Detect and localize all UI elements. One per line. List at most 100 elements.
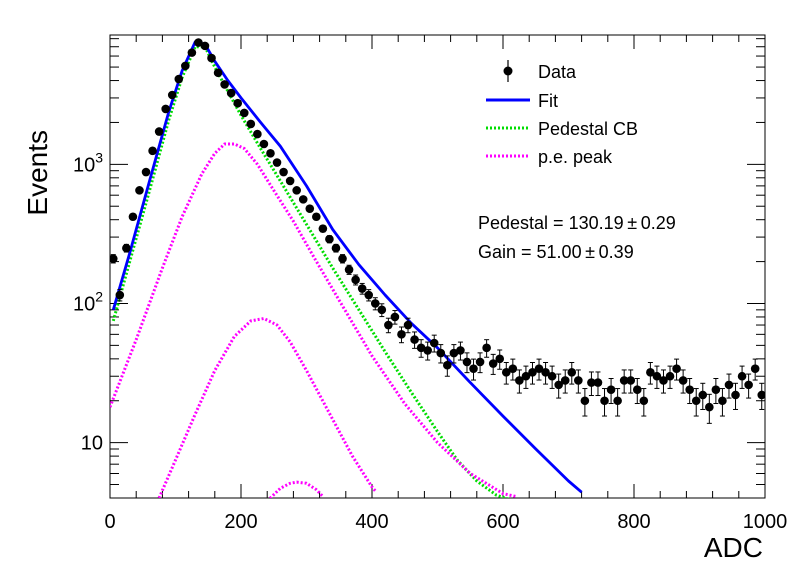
data-point xyxy=(115,290,125,300)
data-point xyxy=(141,167,151,177)
data-point xyxy=(534,364,544,373)
data-point xyxy=(351,275,360,285)
data-point xyxy=(567,368,577,377)
data-point xyxy=(443,360,452,370)
x-axis-ticks: 0 200 400 600 800 1000 xyxy=(104,35,787,533)
data-point xyxy=(239,108,249,118)
legend: Data Fit Pedestal CB p.e. peak xyxy=(486,60,638,167)
data-point xyxy=(233,98,243,108)
data-point xyxy=(547,371,557,381)
series-fit-curve xyxy=(111,40,583,494)
data-point xyxy=(194,38,203,47)
data-point xyxy=(475,357,485,367)
data-point xyxy=(246,119,256,129)
gain-annotation: Gain = 51.00 ± 0.39 xyxy=(478,242,634,262)
data-point xyxy=(659,376,668,385)
legend-item-pedestal-cb: Pedestal CB xyxy=(486,119,638,139)
data-point xyxy=(338,254,347,263)
data-point xyxy=(501,368,511,377)
data-point xyxy=(122,243,131,253)
data-point xyxy=(279,167,288,177)
data-point xyxy=(174,74,184,84)
data-point xyxy=(292,186,301,195)
data-point xyxy=(318,224,328,233)
data-point xyxy=(554,380,563,390)
data-point xyxy=(665,371,675,381)
y-tick-base: 10 xyxy=(73,154,95,176)
data-point xyxy=(181,61,190,71)
data-point xyxy=(600,396,609,406)
data-point xyxy=(462,357,472,367)
y-tick-exponent: 3 xyxy=(95,149,103,165)
data-point xyxy=(691,396,701,406)
data-point xyxy=(528,368,537,377)
data-point xyxy=(364,290,374,300)
data-point xyxy=(508,364,518,373)
series-p-e-peak-1-curve xyxy=(110,142,517,498)
data-point xyxy=(619,376,629,385)
x-tick-label: 1000 xyxy=(743,511,788,533)
plot-frame xyxy=(109,34,766,499)
data-point xyxy=(456,346,465,355)
x-tick-label: 400 xyxy=(355,511,388,533)
data-point xyxy=(370,299,380,308)
data-point xyxy=(750,364,760,373)
data-point xyxy=(285,176,295,186)
data-point xyxy=(253,129,262,139)
data-point xyxy=(469,364,478,373)
legend-item-pe-peak: p.e. peak xyxy=(486,147,613,167)
data-point xyxy=(403,320,413,330)
data-point xyxy=(266,149,275,158)
data-point xyxy=(148,146,157,156)
legend-data-marker xyxy=(503,66,513,76)
data-point xyxy=(515,376,524,385)
data-point xyxy=(226,88,236,98)
legend-item-fit: Fit xyxy=(486,91,558,111)
data-point xyxy=(678,376,688,385)
data-point xyxy=(298,195,308,204)
data-point xyxy=(416,343,426,353)
data-point xyxy=(200,41,210,51)
data-point xyxy=(325,234,334,244)
data-point xyxy=(449,348,459,358)
series-p-e-peak-2-curve xyxy=(157,317,377,498)
legend-label-pedestal-cb: Pedestal CB xyxy=(538,119,638,139)
data-point xyxy=(110,254,118,263)
legend-label-pe-peak: p.e. peak xyxy=(538,147,613,167)
y-tick-label: 10 xyxy=(81,433,103,455)
data-point xyxy=(377,305,387,315)
data-point xyxy=(757,390,765,400)
data-point xyxy=(344,265,354,274)
data-point xyxy=(652,371,662,381)
data-point xyxy=(495,354,505,364)
y-tick-label: 103 xyxy=(73,149,103,176)
data-point xyxy=(482,343,491,353)
data-point xyxy=(220,80,229,89)
legend-label-fit: Fit xyxy=(538,91,558,111)
pedestal-annotation: Pedestal = 130.19 ± 0.29 xyxy=(478,213,676,233)
x-axis-label: ADC xyxy=(704,532,763,563)
data-point xyxy=(560,376,570,385)
series-pedestal-cb-curve xyxy=(111,45,510,498)
data-point xyxy=(410,335,419,344)
data-point xyxy=(672,364,681,373)
data-point xyxy=(207,53,216,63)
fit-curves xyxy=(110,40,583,498)
data-point xyxy=(272,158,282,167)
data-point xyxy=(167,90,177,100)
data-point xyxy=(259,139,269,149)
x-tick-label: 0 xyxy=(104,511,115,533)
x-tick-label: 200 xyxy=(224,511,257,533)
data-point xyxy=(698,390,708,400)
x-tick-label: 800 xyxy=(617,511,650,533)
data-point xyxy=(423,346,432,355)
data-point xyxy=(521,371,531,381)
data-point xyxy=(639,396,649,406)
data-point xyxy=(632,385,642,395)
data-point xyxy=(606,385,616,395)
data-point xyxy=(718,396,727,406)
data-points xyxy=(110,38,765,424)
x-tick-label: 600 xyxy=(486,511,519,533)
